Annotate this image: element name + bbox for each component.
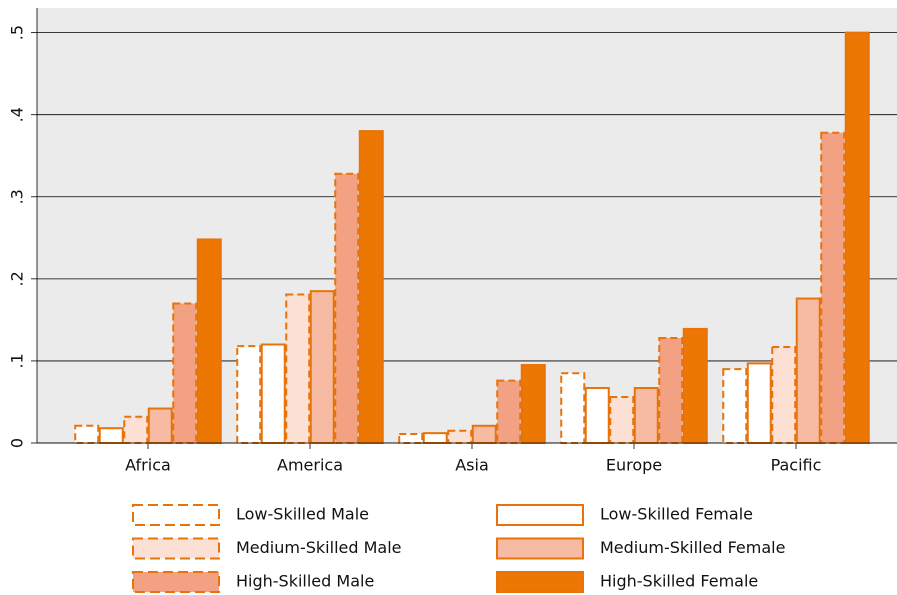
x-tick-label: Pacific — [771, 456, 822, 475]
bar — [658, 336, 684, 444]
y-tick-label: .2 — [8, 271, 27, 286]
legend-swatch — [132, 504, 220, 526]
bar — [746, 362, 772, 444]
bar — [844, 31, 870, 444]
y-tick-label: .3 — [8, 189, 27, 204]
bar — [771, 345, 797, 445]
bar — [74, 424, 100, 445]
x-tick-label: Africa — [125, 456, 171, 475]
legend-label: Medium-Skilled Female — [600, 538, 785, 557]
x-tick-label: America — [277, 456, 343, 475]
bar — [471, 424, 497, 445]
legend-label: High-Skilled Male — [236, 572, 374, 591]
x-tick-label: Europe — [606, 456, 662, 475]
y-tick-label: 0 — [8, 438, 27, 448]
bar — [722, 368, 748, 445]
bar — [285, 293, 311, 444]
bar — [820, 131, 846, 444]
bar — [682, 327, 708, 445]
bar — [147, 407, 173, 444]
legend-swatch — [132, 571, 220, 593]
legend-swatch — [496, 504, 584, 526]
legend-label: Medium-Skilled Male — [236, 538, 402, 557]
legend-label: High-Skilled Female — [600, 572, 758, 591]
bar — [609, 396, 635, 445]
bar — [334, 172, 360, 444]
bar — [309, 290, 335, 444]
bar — [496, 379, 522, 445]
bar — [633, 387, 659, 444]
legend-label: Low-Skilled Female — [600, 505, 753, 524]
bar — [584, 387, 610, 444]
bar — [560, 372, 586, 444]
legend-label: Low-Skilled Male — [236, 505, 369, 524]
bar — [196, 238, 222, 444]
bar — [422, 432, 448, 444]
legend-swatch — [496, 571, 584, 593]
y-tick-label: .4 — [8, 107, 27, 122]
bar — [260, 343, 286, 444]
bar — [358, 130, 384, 444]
bar — [520, 364, 546, 444]
bar — [447, 429, 473, 445]
bar — [236, 345, 262, 444]
legend-swatch — [496, 537, 584, 560]
legend-swatch — [132, 537, 220, 560]
bar — [398, 432, 424, 445]
y-tick-label: .5 — [8, 25, 27, 40]
y-tick-label: .1 — [8, 353, 27, 368]
bar — [98, 427, 124, 444]
bar — [172, 302, 198, 445]
bar — [795, 297, 821, 445]
bar — [123, 415, 149, 444]
x-tick-label: Asia — [455, 456, 489, 475]
